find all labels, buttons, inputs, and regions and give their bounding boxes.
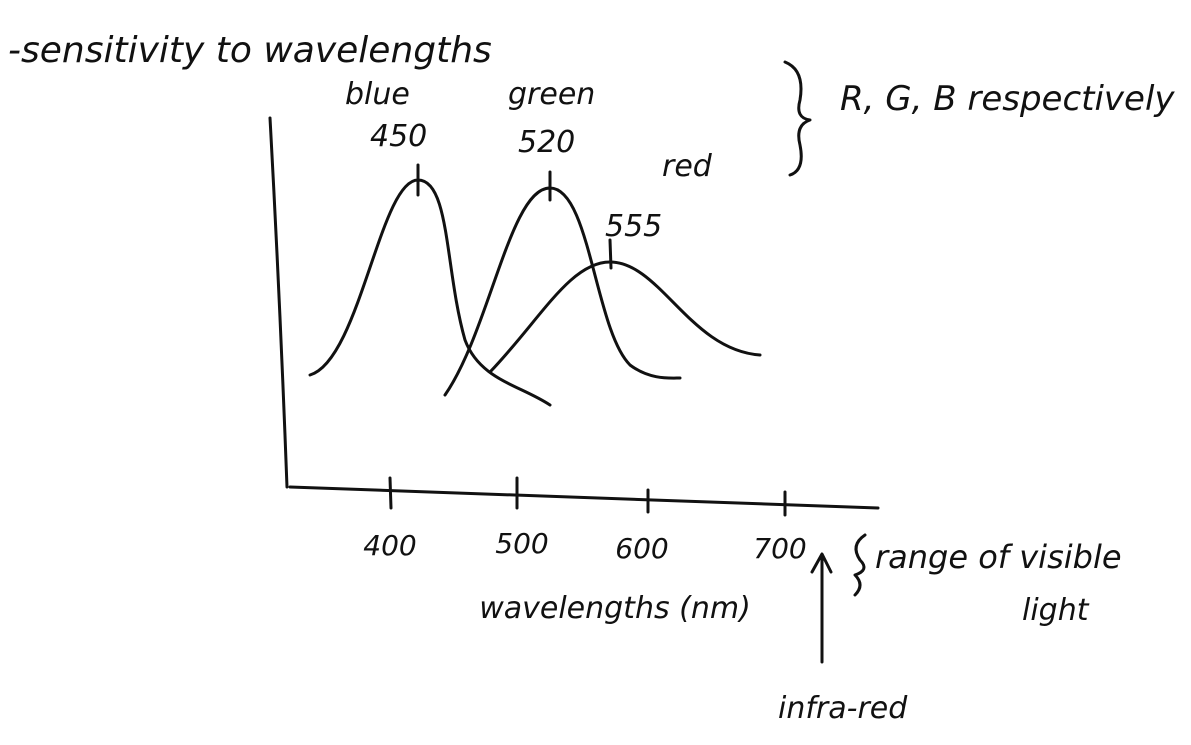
x-axis <box>290 487 878 508</box>
x-tick-label: 700 <box>753 532 806 565</box>
peaks-note: R, G, B respectively <box>840 79 1175 119</box>
peak-label: blue <box>345 77 410 112</box>
sketch: -sensitivity to wavelengths blue 450 gre… <box>0 0 1191 745</box>
page: -sensitivity to wavelengths blue 450 gre… <box>0 0 1191 745</box>
peak-wavelength: 555 <box>605 209 662 244</box>
title: -sensitivity to wavelengths <box>8 30 492 71</box>
brace <box>855 535 865 595</box>
arrow <box>812 554 831 662</box>
peak-ticks <box>418 165 611 268</box>
x-axis-label: wavelengths (nm) <box>479 591 751 626</box>
peak-label: green <box>508 77 595 112</box>
x-tick-label: 400 <box>363 529 416 562</box>
range-note: range of visible <box>875 538 1122 576</box>
x-tick-label: 500 <box>495 527 548 560</box>
range-note: light <box>1022 593 1090 628</box>
x-tick-label: 600 <box>615 532 668 565</box>
y-axis <box>270 118 287 487</box>
peak-wavelength: 450 <box>370 119 427 154</box>
red-curve <box>490 262 760 372</box>
peak-wavelength: 520 <box>518 125 575 160</box>
peak-label: red <box>662 149 713 184</box>
infra-red-label: infra-red <box>778 691 908 726</box>
brace <box>785 62 810 175</box>
blue-curve <box>310 180 550 405</box>
